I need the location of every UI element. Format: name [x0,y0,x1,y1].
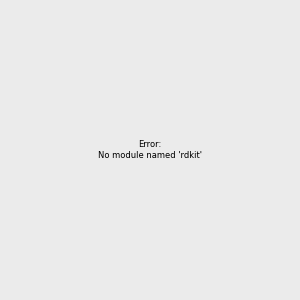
Text: Error:
No module named 'rdkit': Error: No module named 'rdkit' [98,140,202,160]
